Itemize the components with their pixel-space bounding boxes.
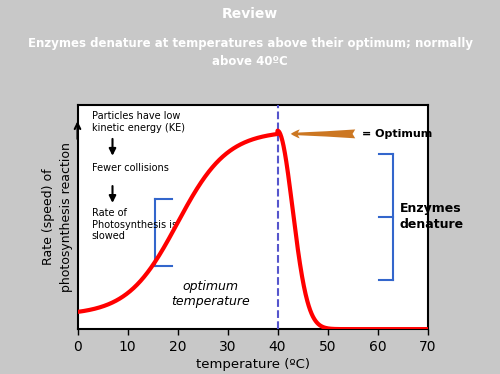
Text: optimum
temperature: optimum temperature xyxy=(171,280,250,308)
Text: Rate of
Photosynthesis is
slowed: Rate of Photosynthesis is slowed xyxy=(92,208,176,241)
Text: = Optimum: = Optimum xyxy=(362,129,432,139)
X-axis label: temperature (ºC): temperature (ºC) xyxy=(196,358,310,371)
Text: Particles have low
kinetic energy (KE): Particles have low kinetic energy (KE) xyxy=(92,111,184,133)
Text: Enzymes denature at temperatures above their optimum; normally
above 40ºC: Enzymes denature at temperatures above t… xyxy=(28,37,472,68)
Text: Fewer collisions: Fewer collisions xyxy=(92,163,168,173)
Text: Enzymes
denature: Enzymes denature xyxy=(400,202,464,232)
Text: Review: Review xyxy=(222,7,278,21)
Y-axis label: Rate (speed) of
photosynthesis reaction: Rate (speed) of photosynthesis reaction xyxy=(42,142,74,292)
